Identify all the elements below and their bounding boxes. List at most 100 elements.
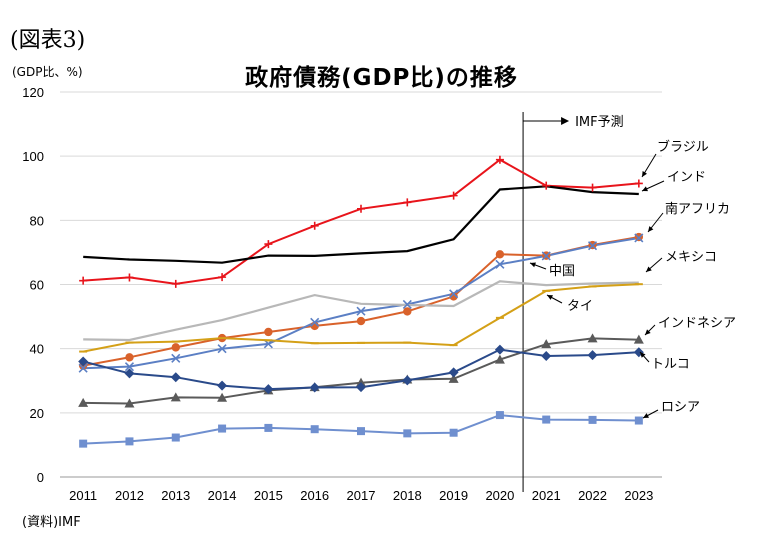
y-tick-label: 100 (22, 149, 44, 164)
data-point (310, 317, 320, 327)
data-point (449, 191, 458, 200)
data-point (310, 221, 319, 230)
data-point (356, 382, 366, 393)
series-label: 南アフリカ (665, 201, 730, 217)
data-point (495, 411, 504, 420)
series-label-arrowhead (530, 262, 536, 268)
data-point (310, 425, 319, 434)
data-point (587, 350, 598, 361)
chart-title: 政府債務(GDP比)の推移 (245, 65, 518, 91)
series-line (83, 280, 639, 342)
series-line (83, 236, 639, 367)
data-point (449, 428, 458, 437)
data-point (587, 241, 598, 251)
data-point (448, 367, 459, 378)
data-point (634, 179, 643, 188)
x-tick-label: 2021 (532, 488, 561, 503)
data-point (170, 392, 181, 402)
data-point (79, 276, 88, 285)
data-point (634, 233, 644, 243)
series-line (83, 337, 639, 405)
series-label-arrowhead (547, 295, 553, 300)
data-point (494, 344, 505, 355)
figure-label: (図表3) (10, 28, 86, 53)
data-point (588, 183, 597, 192)
data-point (125, 437, 134, 446)
data-point (448, 373, 459, 383)
data-point (403, 429, 412, 438)
series-line (83, 185, 639, 264)
data-point (357, 204, 365, 213)
data-point (495, 250, 505, 259)
data-point (78, 363, 88, 373)
data-point (124, 362, 135, 372)
series-label-arrowhead (645, 329, 651, 335)
forecast-label: IMF予測 (575, 115, 624, 130)
data-point (402, 375, 413, 386)
data-point (217, 380, 228, 391)
data-point (541, 339, 552, 349)
data-point (356, 306, 366, 316)
x-tick-label: 2017 (347, 488, 376, 503)
series-label: トルコ (651, 357, 690, 372)
data-point (170, 372, 181, 383)
x-tick-label: 2012 (115, 488, 144, 503)
data-point (402, 299, 412, 309)
data-point (264, 327, 273, 337)
data-point (634, 416, 643, 425)
data-point (495, 259, 505, 269)
data-point (542, 415, 551, 424)
x-tick-label: 2016 (300, 488, 329, 503)
data-point (588, 415, 597, 424)
data-point (124, 368, 135, 379)
data-point (217, 344, 227, 354)
forecast-arrow-head (561, 117, 570, 125)
x-tick-label: 2011 (69, 488, 97, 503)
x-tick-label: 2015 (254, 488, 283, 503)
data-point (542, 181, 551, 190)
x-tick-label: 2013 (161, 488, 190, 503)
data-point (309, 382, 320, 393)
data-point (264, 240, 273, 249)
y-tick-label: 120 (22, 85, 44, 100)
data-point (541, 351, 552, 362)
data-point (449, 289, 459, 299)
x-tick-label: 2020 (485, 488, 514, 503)
x-tick-label: 2018 (393, 488, 422, 503)
x-tick-label: 2023 (624, 488, 653, 503)
data-point (264, 423, 273, 432)
data-point (78, 397, 89, 407)
data-point (171, 433, 180, 442)
data-point (79, 439, 88, 448)
data-point (356, 316, 366, 326)
data-point (124, 398, 135, 408)
data-point (449, 292, 458, 301)
series-label-arrowhead (642, 171, 648, 177)
data-point (541, 251, 551, 261)
series-label: インドネシア (658, 316, 736, 331)
y-tick-label: 20 (30, 406, 44, 421)
data-point (125, 353, 134, 362)
series-label-arrowhead (643, 413, 649, 418)
series-label-arrowhead (646, 266, 652, 272)
y-tick-label: 0 (37, 470, 44, 485)
data-point (171, 353, 181, 363)
series-label: ロシア (661, 400, 700, 415)
data-point (403, 198, 412, 207)
data-point (403, 307, 412, 316)
data-point (218, 424, 227, 433)
series-label-arrowhead (640, 352, 646, 358)
data-point (494, 354, 505, 364)
data-point (633, 334, 644, 344)
data-point (263, 384, 274, 395)
series-label: タイ (567, 299, 593, 314)
data-point (125, 273, 134, 282)
data-point (495, 155, 504, 164)
series-label-arrowhead (648, 226, 654, 232)
data-point (78, 356, 89, 367)
data-point (357, 427, 365, 436)
x-tick-label: 2019 (439, 488, 468, 503)
series-label-arrowhead (642, 186, 648, 192)
y-axis-unit-label: (GDP比、%) (12, 65, 83, 79)
